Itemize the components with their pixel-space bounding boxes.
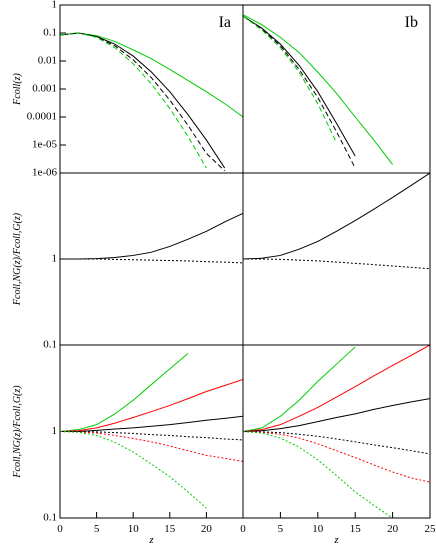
curve <box>60 213 243 259</box>
x-tick-label: 20 <box>387 523 399 535</box>
y-tick-label: 0.001 <box>32 83 57 95</box>
panel: 1 0.1 0.01 0.001 0.0001 1e-05 1e-06 Ia Fcoll(z) <box>12 0 243 179</box>
x-tick-label: 15 <box>164 523 176 535</box>
curve <box>243 16 355 168</box>
y-tick-label: 1 <box>52 425 58 437</box>
lines <box>243 345 430 518</box>
curve <box>243 16 337 143</box>
y-tick-label: 1 <box>52 253 58 265</box>
y-tick-label: 0.01 <box>38 55 57 67</box>
frame <box>60 345 243 518</box>
x-tick-label: 15 <box>350 523 362 535</box>
lines <box>243 173 430 269</box>
x-tick-label: 25 <box>425 523 436 535</box>
x-tick-label: 20 <box>201 523 213 535</box>
y-axis-label: Fcoll(z) <box>12 73 23 106</box>
panel-label: Ia <box>219 14 231 31</box>
frame <box>243 5 430 173</box>
curve <box>243 259 430 269</box>
panel: 0 5 10 15 20 25 z <box>240 345 436 545</box>
x-tick-label: 0 <box>57 523 63 535</box>
curve <box>243 173 430 259</box>
y-tick-label: 0.1 <box>43 27 57 39</box>
y-tick-label: 1 <box>52 0 58 11</box>
panel: Ib <box>243 5 430 173</box>
curve <box>60 33 206 168</box>
x-tick-label: 5 <box>278 523 284 535</box>
lines <box>60 213 243 263</box>
y-tick-label: 1e-05 <box>32 139 58 151</box>
panel-label: Ib <box>405 14 418 31</box>
frame <box>243 345 430 518</box>
x-tick-label: 5 <box>94 523 100 535</box>
curve <box>243 15 393 165</box>
curve <box>60 432 243 462</box>
y-tick-label: 1e-06 <box>32 167 58 179</box>
x-axis-label: z <box>333 534 339 545</box>
curve <box>60 259 243 263</box>
frame <box>60 5 243 173</box>
curve <box>243 399 430 432</box>
x-tick-label: 10 <box>312 523 324 535</box>
curve <box>60 33 225 171</box>
curve <box>243 432 393 519</box>
curve <box>243 347 355 432</box>
y-tick-label: 0.0001 <box>27 111 57 123</box>
lines <box>60 353 243 508</box>
panel: 1 0.1 Fcoll,NG(z)/Fcoll,G(z) <box>12 173 243 351</box>
lines <box>60 33 243 171</box>
panel <box>243 173 430 345</box>
x-tick-label: 0 <box>240 523 246 535</box>
y-axis-label: Fcoll,NG(z)/Fcoll,G(z) <box>12 212 23 306</box>
curve <box>60 33 225 168</box>
curve <box>243 345 430 432</box>
curve <box>60 432 206 509</box>
y-axis-label: Fcoll,NG(z)/Fcoll,G(z) <box>12 385 23 479</box>
curve <box>60 33 243 117</box>
x-tick-label: 10 <box>128 523 140 535</box>
y-tick-label: 0.1 <box>43 339 57 351</box>
x-axis-label: z <box>148 534 154 545</box>
curve <box>60 353 188 431</box>
curve <box>60 432 243 440</box>
lines <box>243 15 393 168</box>
y-tick-label: 0.1 <box>43 512 57 524</box>
curve <box>60 379 243 431</box>
